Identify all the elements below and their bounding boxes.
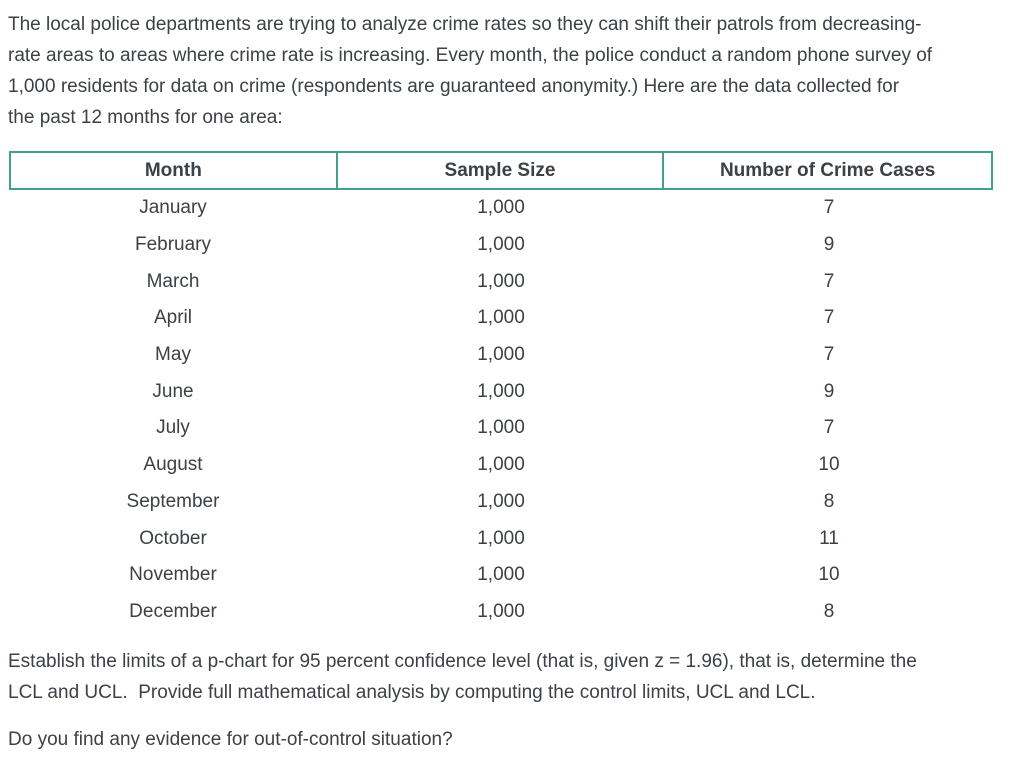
- cell-sample-size: 1,000: [477, 600, 525, 622]
- table-row: July 1,000 7: [9, 410, 993, 447]
- cell-sample-size: 1,000: [477, 490, 525, 512]
- cell-sample-size: 1,000: [477, 234, 525, 256]
- table-body: January 1,000 7 February 1,000 9 March 1…: [9, 190, 993, 630]
- intro-line: 1,000 residents for data on crime (respo…: [8, 76, 900, 97]
- cell-month: January: [139, 197, 207, 219]
- table-row: May 1,000 7: [9, 337, 993, 374]
- cell-sample-size: 1,000: [477, 344, 525, 366]
- cell-month: October: [139, 527, 207, 549]
- table-row: April 1,000 7: [9, 300, 993, 337]
- intro-paragraph: The local police departments are trying …: [0, 0, 1024, 133]
- cell-sample-size: 1,000: [477, 417, 525, 439]
- intro-line: the past 12 months for one area:: [8, 107, 283, 128]
- table-row: August 1,000 10: [9, 447, 993, 484]
- table-row: February 1,000 9: [9, 227, 993, 264]
- cell-sample-size: 1,000: [477, 380, 525, 402]
- cell-month: May: [155, 344, 191, 366]
- cell-crime-cases: 7: [823, 417, 835, 439]
- cell-sample-size: 1,000: [477, 564, 525, 586]
- cell-month: December: [129, 600, 217, 622]
- cell-month: July: [156, 417, 190, 439]
- table-row: October 1,000 11: [9, 520, 993, 557]
- cell-crime-cases: 9: [823, 380, 835, 402]
- cell-sample-size: 1,000: [477, 527, 525, 549]
- header-month: Month: [11, 153, 338, 188]
- cell-crime-cases: 8: [823, 600, 835, 622]
- cell-month: June: [152, 380, 194, 402]
- cell-month: March: [146, 270, 200, 292]
- cell-month: August: [143, 454, 203, 476]
- task-paragraph: Establish the limits of a p-chart for 95…: [8, 646, 1016, 708]
- intro-line: The local police departments are trying …: [8, 14, 922, 35]
- header-sample-size: Sample Size: [338, 153, 665, 188]
- cell-crime-cases: 8: [823, 490, 835, 512]
- followup-line: Do you find any evidence for out-of-cont…: [8, 729, 453, 751]
- cell-month: February: [134, 234, 212, 256]
- cell-sample-size: 1,000: [477, 307, 525, 329]
- table-row: June 1,000 9: [9, 373, 993, 410]
- cell-crime-cases: 7: [823, 307, 835, 329]
- followup-question: Do you find any evidence for out-of-cont…: [8, 724, 1016, 755]
- cell-month: April: [153, 307, 192, 329]
- table-row: December 1,000 8: [9, 594, 993, 631]
- crime-data-table: Month Sample Size Number of Crime Cases …: [9, 151, 993, 630]
- cell-month: November: [129, 564, 217, 586]
- table-header-row: Month Sample Size Number of Crime Cases: [9, 151, 993, 190]
- header-crime-cases: Number of Crime Cases: [719, 159, 936, 181]
- task-line: Establish the limits of a p-chart for 95…: [8, 651, 917, 673]
- cell-sample-size: 1,000: [477, 454, 525, 476]
- cell-crime-cases: 10: [818, 564, 840, 586]
- cell-crime-cases: 7: [823, 344, 835, 366]
- cell-month: September: [126, 490, 220, 512]
- cell-crime-cases: 7: [823, 270, 835, 292]
- cell-crime-cases: 11: [819, 527, 839, 549]
- task-line: LCL and UCL. Provide full mathematical a…: [8, 682, 816, 704]
- cell-crime-cases: 9: [823, 234, 835, 256]
- table-row: September 1,000 8: [9, 484, 993, 521]
- cell-crime-cases: 10: [818, 454, 840, 476]
- table-row: January 1,000 7: [9, 190, 993, 227]
- cell-crime-cases: 7: [823, 197, 835, 219]
- table-row: March 1,000 7: [9, 263, 993, 300]
- table-row: November 1,000 10: [9, 557, 993, 594]
- cell-sample-size: 1,000: [477, 270, 525, 292]
- cell-sample-size: 1,000: [477, 197, 525, 219]
- intro-line: rate areas to areas where crime rate is …: [8, 45, 933, 66]
